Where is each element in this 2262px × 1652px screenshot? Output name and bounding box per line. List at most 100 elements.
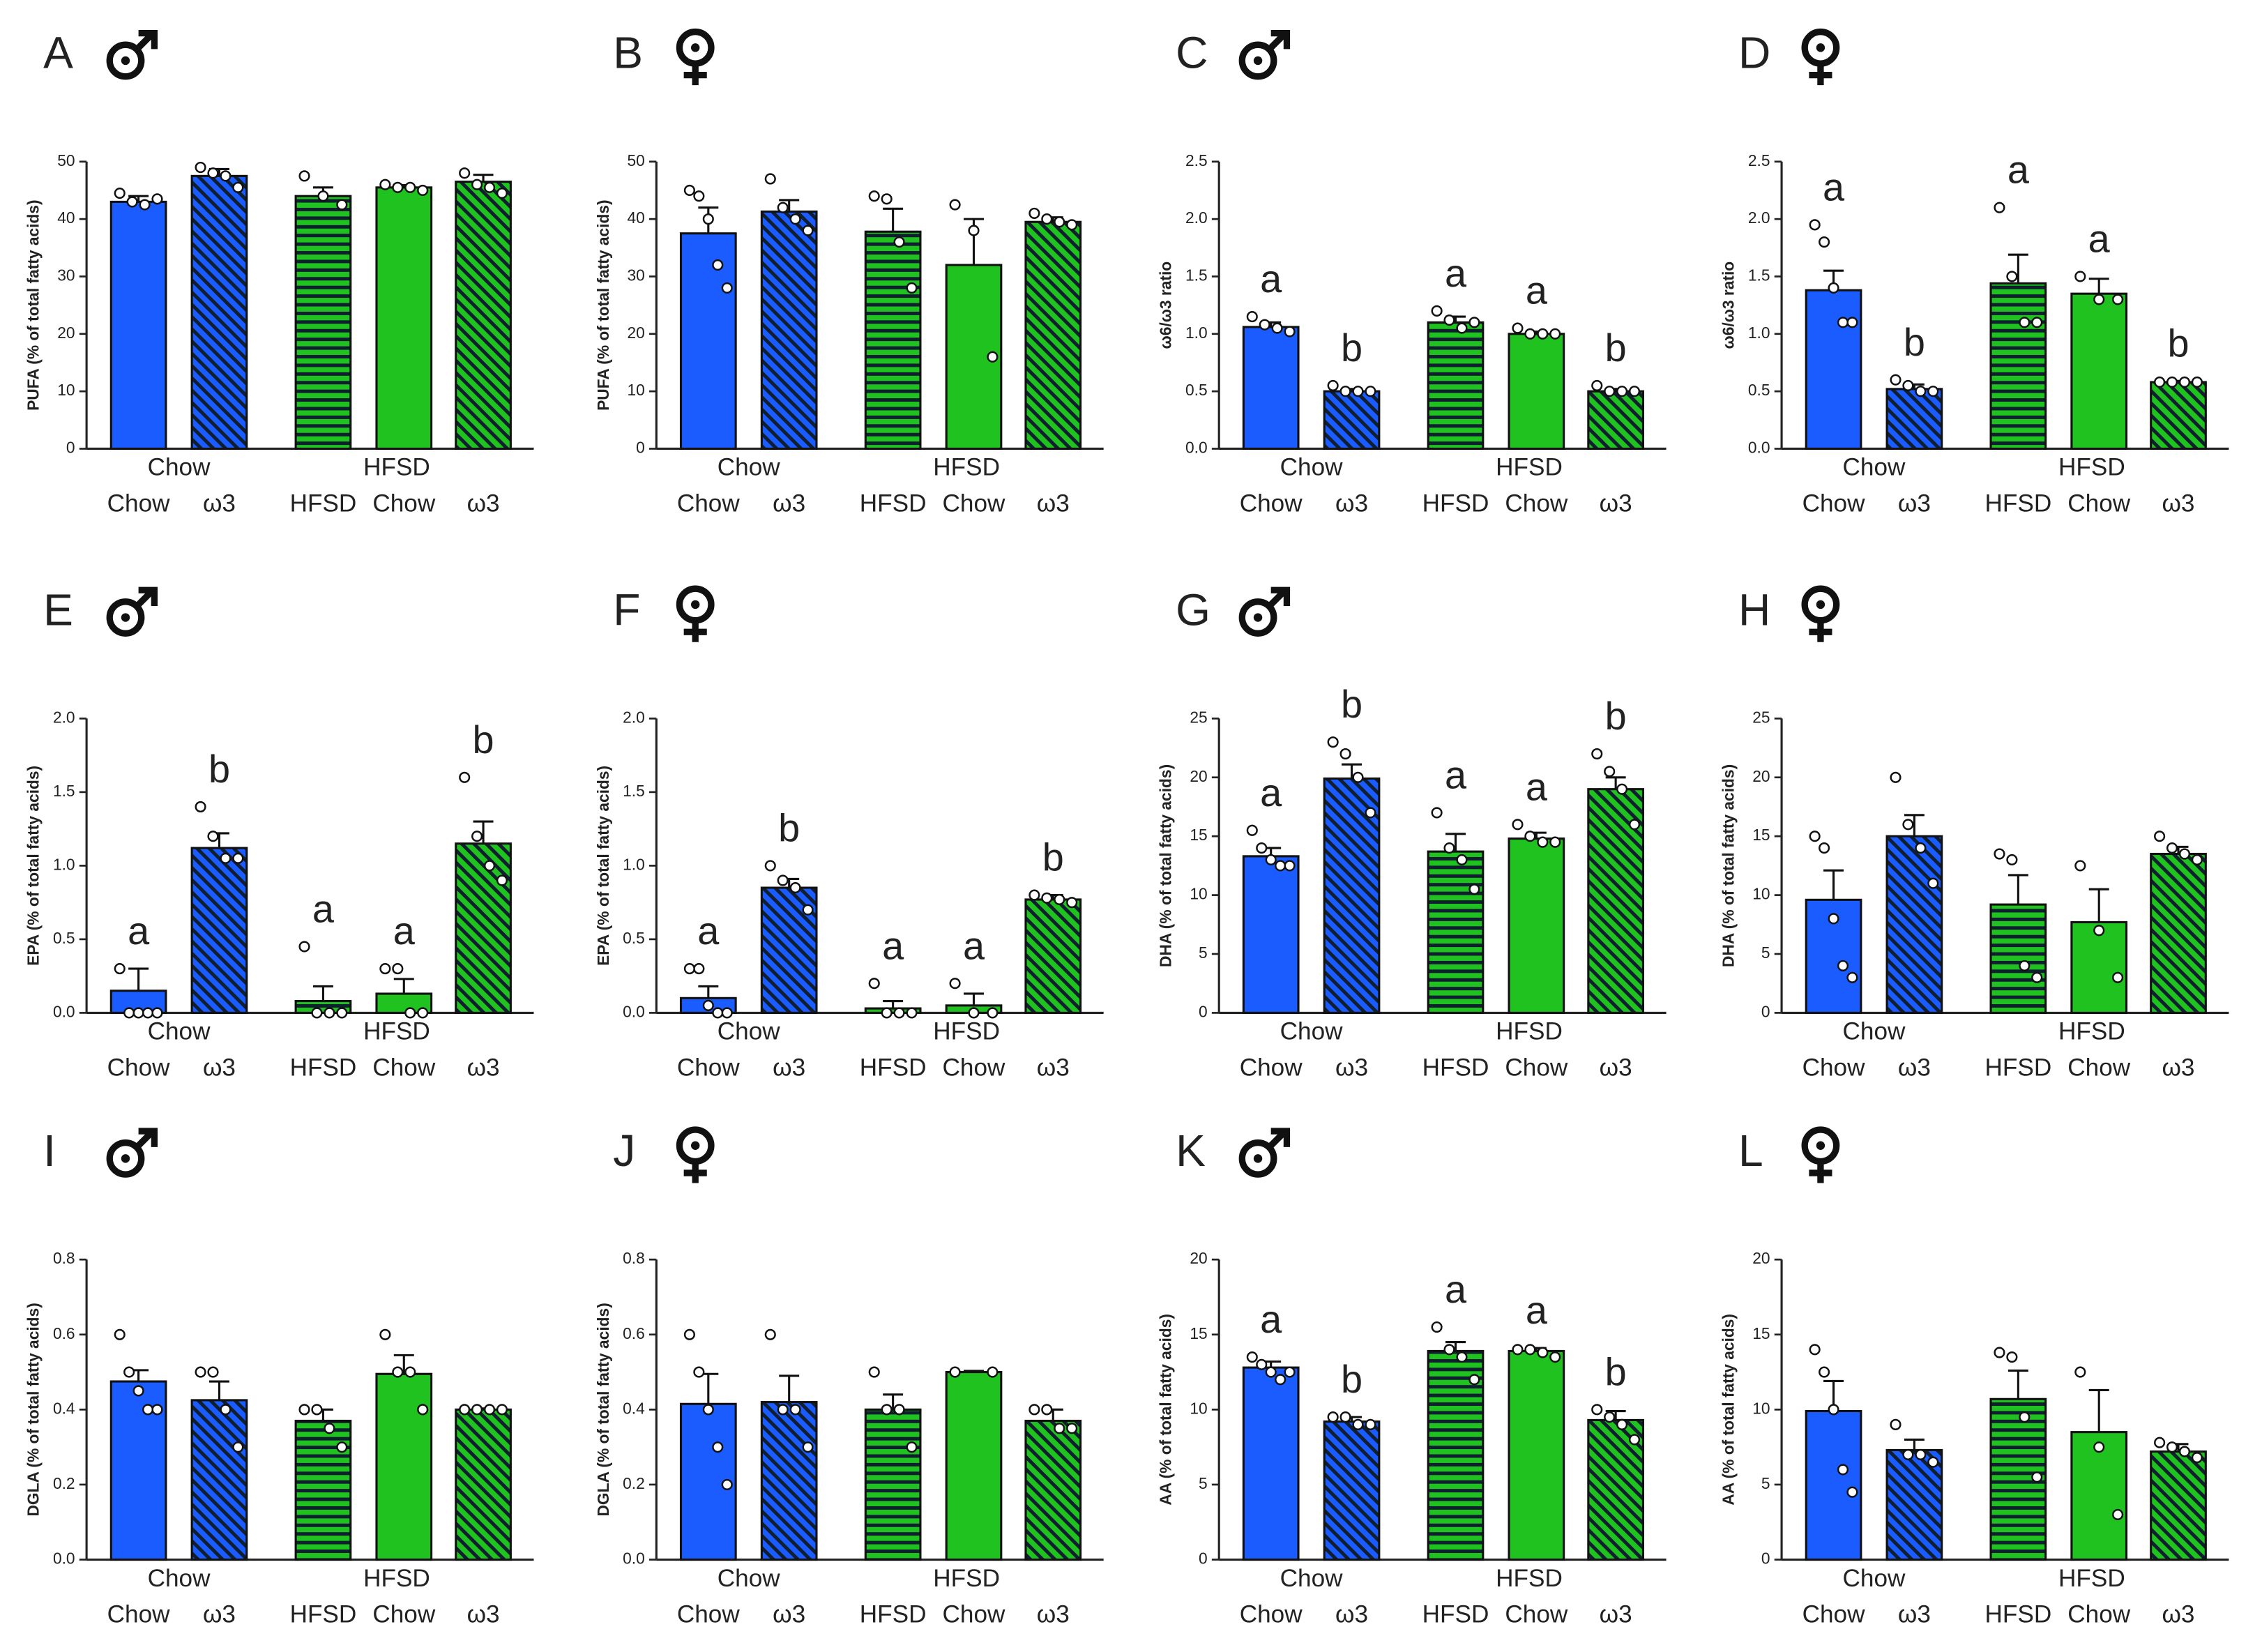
bar	[294, 195, 352, 450]
significance-letter: a	[1526, 764, 1548, 808]
data-point	[1512, 322, 1524, 334]
y-tick-label: 0.6	[623, 1324, 645, 1342]
error-bar	[312, 985, 333, 1001]
data-point	[2112, 1508, 2124, 1521]
data-point	[2031, 317, 2043, 328]
data-point	[1028, 207, 1040, 219]
y-tick-label: 5	[1199, 944, 1208, 962]
data-point	[906, 1441, 918, 1453]
data-point	[2191, 1452, 2203, 1464]
y-tick-label: 25	[1190, 708, 1207, 726]
y-tick-label: 2.0	[53, 708, 75, 726]
data-point	[1846, 1486, 1858, 1498]
data-point	[2191, 376, 2203, 388]
group-label: Chow	[718, 454, 780, 481]
data-point	[1256, 842, 1268, 854]
panel: J DGLA (% of total fatty acids) 0.0 0.2 0.4 0…	[594, 1126, 1104, 1628]
sex-symbol	[676, 585, 715, 642]
data-point	[881, 193, 893, 205]
data-point	[1604, 386, 1616, 397]
x-tick-label: ω3	[1037, 1601, 1070, 1628]
data-point	[2178, 1446, 2191, 1457]
data-point	[949, 1366, 961, 1378]
data-point	[1066, 897, 1078, 909]
bar	[1427, 321, 1485, 450]
bar	[1805, 289, 1862, 450]
data-point	[1524, 831, 1536, 842]
data-point	[802, 904, 814, 916]
y-tick-label: 0	[636, 439, 645, 457]
data-point	[2006, 854, 2018, 866]
x-tick-label: ω3	[1335, 1054, 1368, 1081]
data-point	[1915, 386, 1927, 397]
y-axis-label: DHA (% of total fatty acids)	[1720, 764, 1738, 967]
data-point	[1524, 328, 1536, 340]
data-point	[483, 860, 496, 872]
data-point	[1431, 1321, 1443, 1333]
bar	[1024, 220, 1082, 450]
data-point	[324, 1007, 335, 1019]
data-point	[496, 1404, 508, 1416]
y-axis-label: PUFA (% of total fatty acids)	[594, 199, 612, 411]
data-point	[683, 184, 695, 197]
group-label: HFSD	[363, 1565, 430, 1592]
data-point	[207, 831, 219, 842]
data-point	[2166, 1441, 2178, 1453]
data-point	[764, 173, 776, 185]
panel-label: B	[613, 28, 643, 78]
data-point	[1443, 842, 1455, 854]
error-bar	[1342, 763, 1362, 779]
group-label: HFSD	[363, 454, 430, 481]
data-point	[1275, 1374, 1286, 1386]
y-tick-label: 0.6	[53, 1324, 75, 1342]
data-point	[404, 1366, 416, 1378]
data-point	[496, 188, 508, 199]
panel: Cω6/ω3 ratio 0.0 0.5 1.0 1.5 2.0 2.5 a Chow b ω3 a H…	[1157, 28, 1667, 517]
significance-letter: b	[1605, 1349, 1627, 1393]
error-bar	[1605, 1409, 1626, 1420]
data-point	[1927, 386, 1939, 397]
y-tick-label: 20	[1752, 767, 1770, 785]
y-tick-label: 1.5	[53, 782, 75, 800]
significance-letter: a	[1823, 165, 1845, 209]
data-point	[114, 188, 126, 199]
error-bar	[964, 1370, 984, 1372]
data-point	[1902, 819, 1914, 831]
x-tick-label: Chow	[1240, 1054, 1303, 1081]
significance-letter: b	[1042, 835, 1064, 879]
sex-symbol	[1801, 28, 1840, 86]
significance-letter: b	[1341, 682, 1362, 726]
sex-symbol	[676, 1126, 715, 1183]
bar	[1508, 333, 1565, 450]
y-axis-label: ω6/ω3 ratio	[1157, 262, 1175, 349]
sex-symbol	[676, 28, 715, 86]
data-point	[1327, 379, 1339, 391]
error-bar	[698, 1372, 719, 1404]
data-point	[764, 1328, 776, 1340]
data-point	[802, 225, 814, 236]
data-point	[1066, 219, 1078, 231]
data-point	[702, 1404, 714, 1416]
data-point	[1365, 1418, 1376, 1430]
panel-label: C	[1176, 28, 1208, 78]
group-label: HFSD	[363, 1018, 430, 1045]
y-tick-label: 0.5	[623, 929, 645, 947]
x-tick-label: Chow	[2067, 1601, 2130, 1628]
data-point	[1591, 748, 1603, 760]
data-point	[1365, 386, 1376, 397]
bar	[109, 200, 167, 450]
data-point	[721, 1478, 733, 1491]
panel-label: D	[1738, 28, 1770, 78]
data-point	[1537, 836, 1549, 848]
data-point	[1259, 319, 1270, 331]
data-point	[220, 170, 231, 182]
panel-label: F	[613, 584, 640, 635]
x-tick-label: Chow	[1505, 1054, 1568, 1081]
x-tick-label: ω3	[1898, 1601, 1931, 1628]
data-point	[1994, 202, 2005, 213]
x-tick-label: Chow	[943, 1601, 1005, 1628]
x-tick-label: HFSD	[1422, 1601, 1489, 1628]
y-tick-label: 15	[1190, 826, 1207, 844]
data-point	[195, 161, 206, 174]
data-point	[207, 1366, 219, 1378]
